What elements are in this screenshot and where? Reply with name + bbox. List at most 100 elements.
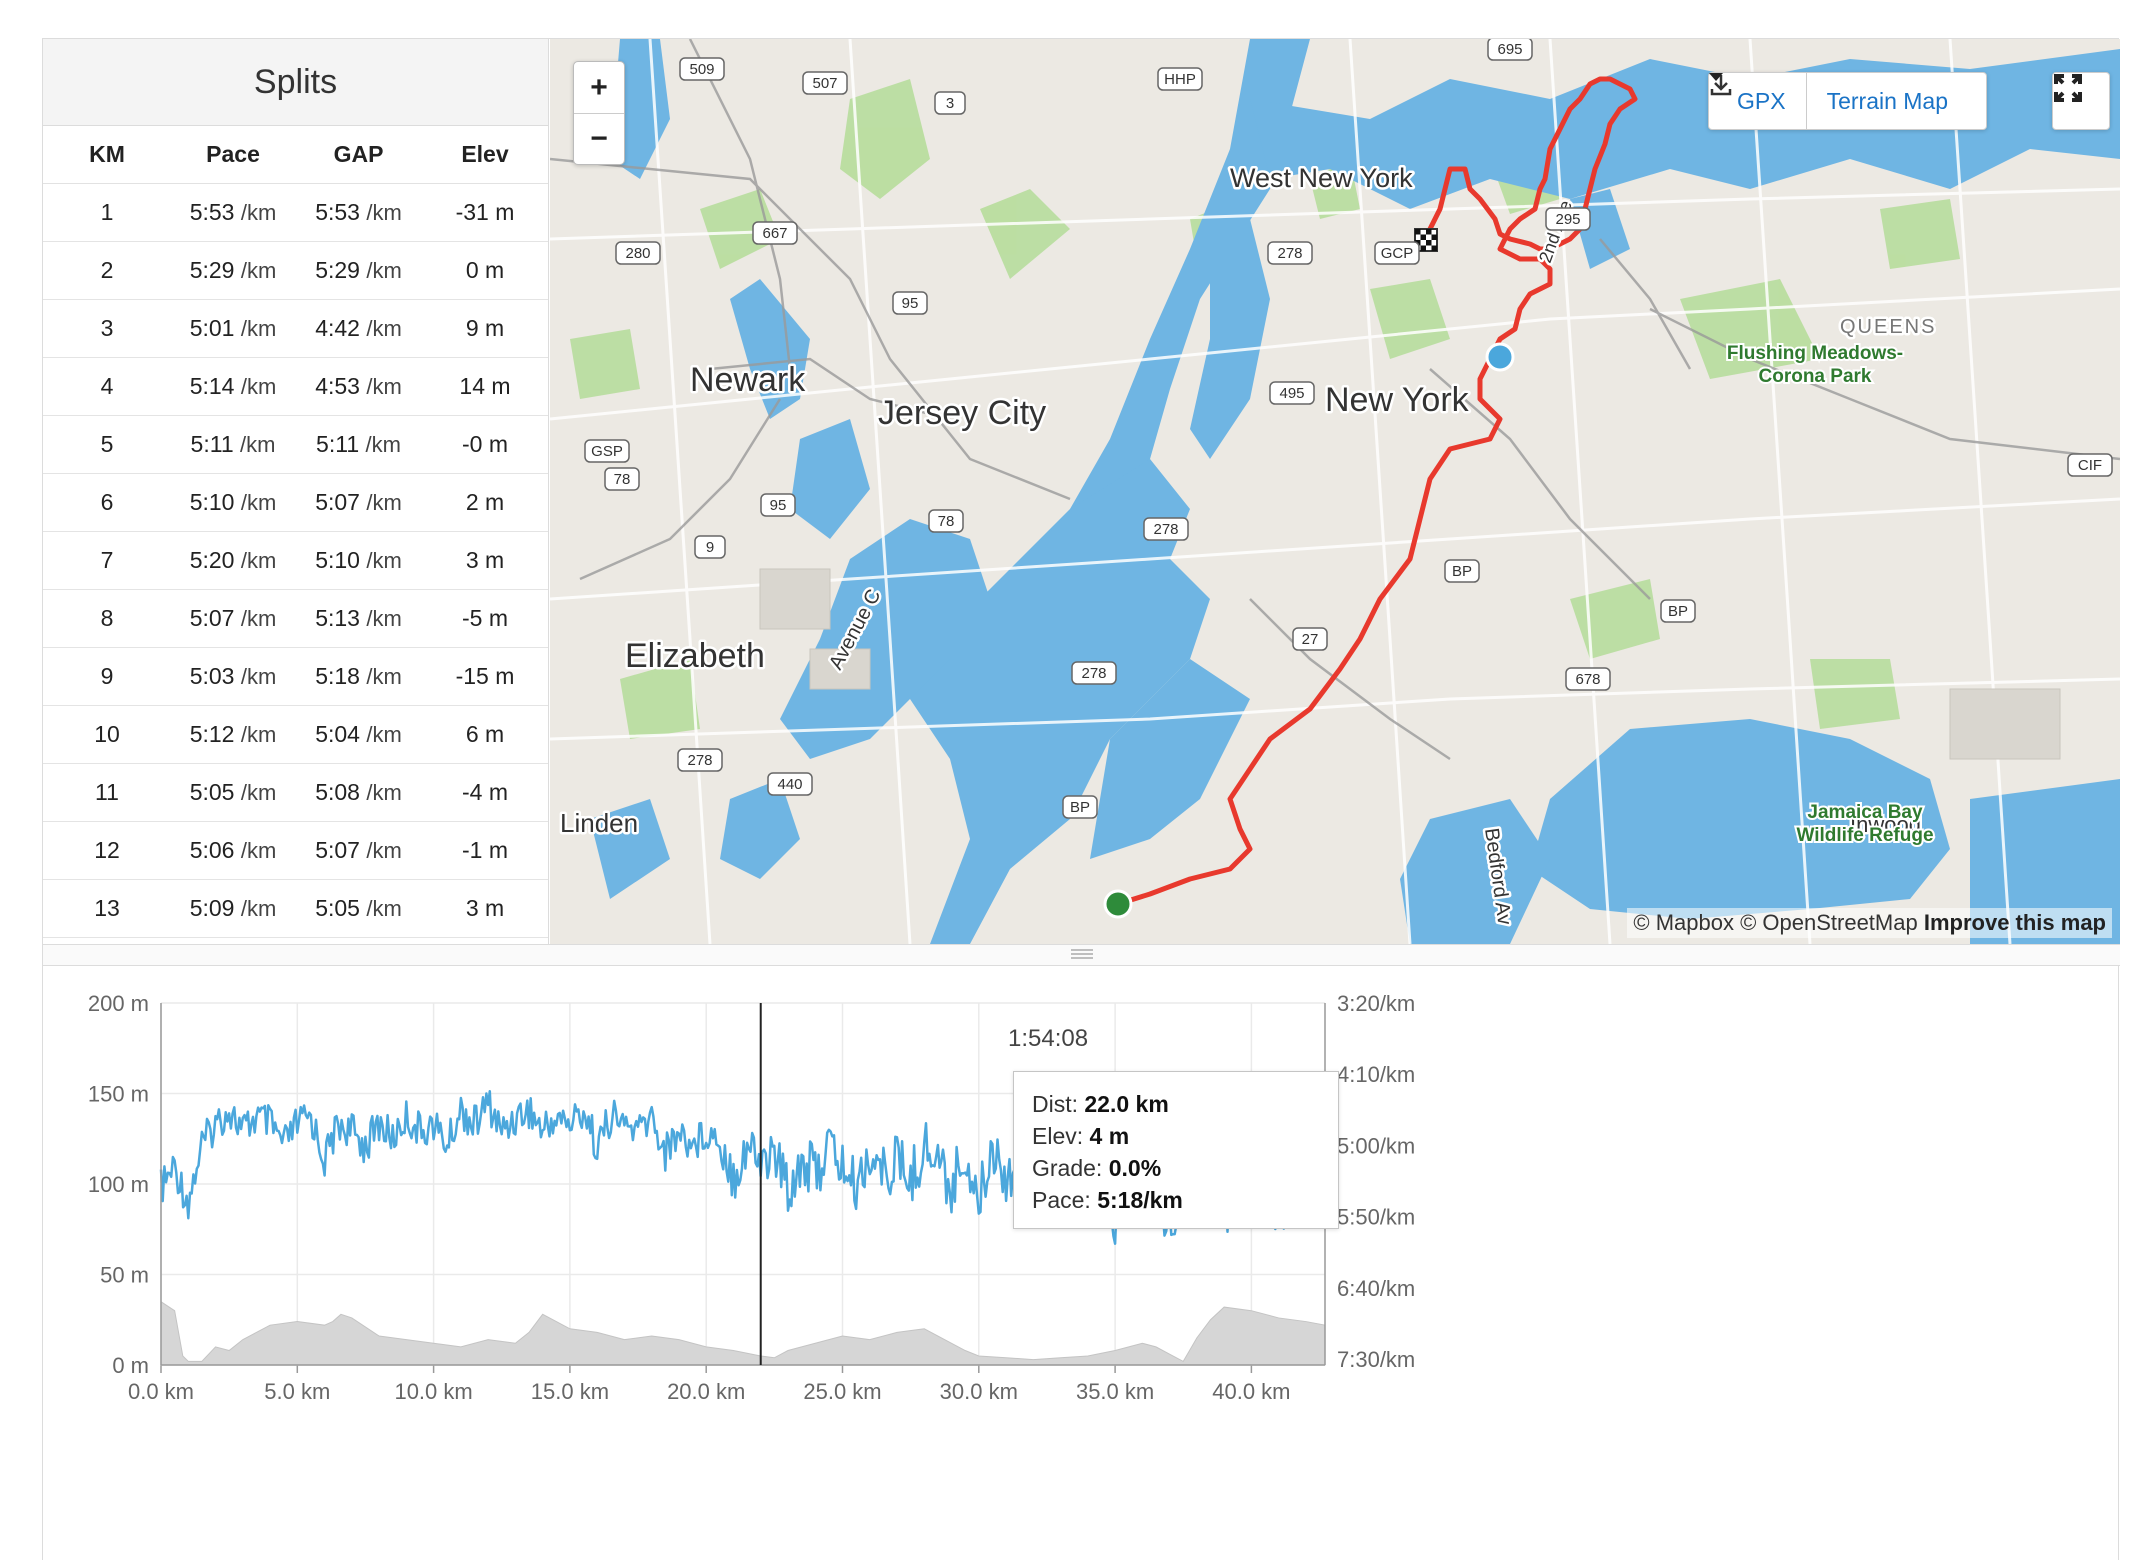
road-shield-icon [760, 493, 796, 517]
split-elev: 14 m [459, 373, 511, 399]
split-row[interactable]: 13 5:09 /km 5:05 /km 3 m [43, 880, 548, 938]
x-tick-label: 5.0 km [264, 1379, 330, 1404]
route-map[interactable]: West New York Newark Jersey City New Yor… [550, 39, 2120, 944]
resize-handle[interactable] [43, 944, 2120, 966]
y-left-tick-label: 50 m [100, 1263, 149, 1288]
road-shield-label: HHP [1164, 71, 1196, 88]
place-label: Linden [560, 808, 638, 838]
fullscreen-button[interactable] [2052, 72, 2110, 130]
split-gap: 5:18 /km [315, 663, 402, 689]
split-elev: -31 m [455, 199, 515, 225]
split-elev: -15 m [455, 663, 515, 689]
road-shield-icon [1157, 67, 1203, 91]
y-left-tick-label: 200 m [88, 991, 149, 1016]
place-label: Newark [690, 361, 806, 399]
split-pace: 5:12 /km [189, 721, 277, 747]
elevation-area [160, 1300, 1326, 1366]
x-tick-label: 35.0 km [1076, 1379, 1154, 1404]
x-tick-label: 10.0 km [394, 1379, 472, 1404]
road-shield-icon [677, 748, 723, 772]
col-header-elev: Elev [461, 141, 509, 167]
split-row[interactable]: 11 5:05 /km 5:08 /km -4 m [43, 764, 548, 822]
split-row[interactable]: 3 5:01 /km 4:42 /km 9 m [43, 300, 548, 358]
road-shield-icon [1487, 39, 1533, 61]
split-km: 4 [100, 373, 114, 399]
split-row[interactable]: 6 5:10 /km 5:07 /km 2 m [43, 474, 548, 532]
start-marker[interactable] [1103, 889, 1133, 919]
road-shield-icon [694, 535, 726, 559]
chart-canvas[interactable]: 0.0 km 5.0 km 10.0 km 15.0 km 20.0 km 25.0 km… [43, 967, 2120, 1560]
split-km: 13 [94, 895, 120, 921]
split-elev: -4 m [462, 779, 508, 805]
road-shield-label: 278 [687, 752, 712, 769]
road-shield-label: 278 [1153, 521, 1178, 538]
split-gap: 5:05 /km [315, 895, 402, 921]
split-km: 2 [100, 257, 114, 283]
current-position-marker [1485, 342, 1515, 372]
split-elev: 6 m [465, 721, 505, 747]
zoom-controls: + − [573, 61, 625, 165]
road-shield-icon [1545, 207, 1591, 231]
road-shield-label: CIF [2078, 457, 2102, 474]
road-shield-icon [1660, 599, 1696, 623]
road-shield-icon [2067, 453, 2113, 477]
split-row[interactable]: 12 5:06 /km 5:07 /km -1 m [43, 822, 548, 880]
split-row[interactable]: 9 5:03 /km 5:18 /km -15 m [43, 648, 548, 706]
map-canvas[interactable]: West New York Newark Jersey City New Yor… [550, 39, 2120, 944]
y-left-tick-label: 0 m [112, 1353, 149, 1378]
split-row[interactable]: 1 5:53 /km 5:53 /km -31 m [43, 184, 548, 242]
split-pace: 5:03 /km [189, 663, 277, 689]
split-row[interactable]: 2 5:29 /km 5:29 /km 0 m [43, 242, 548, 300]
split-pace: 5:10 /km [189, 489, 277, 515]
road-shield-label: 695 [1497, 41, 1522, 58]
activity-panel: Splits KM Pace GAP Elev 1 5:53 /km 5:53 /k… [42, 38, 2120, 1560]
place-label: West New York [1230, 163, 1413, 193]
elevation-pace-chart[interactable]: 0.0 km 5.0 km 10.0 km 15.0 km 20.0 km 25.0 km… [43, 967, 2120, 1560]
improve-map-link[interactable]: Improve this map [1923, 910, 2106, 935]
y-left-tick-label: 100 m [88, 1172, 149, 1197]
splits-table-body: 1 5:53 /km 5:53 /km -31 m 2 5:29 /km 5:29 /km 0… [43, 184, 548, 938]
chart-tooltip: Dist: 22.0 km Elev: 4 m Grade: 0.0% Pace… [1013, 1071, 1339, 1229]
split-row[interactable]: 5 5:11 /km 5:11 /km -0 m [43, 416, 548, 474]
splits-title: Splits [43, 39, 548, 126]
split-row[interactable]: 4 5:14 /km 4:53 /km 14 m [43, 358, 548, 416]
split-pace: 5:53 /km [189, 199, 277, 225]
x-tick-label: 20.0 km [667, 1379, 745, 1404]
split-elev: -0 m [462, 431, 508, 457]
map-type-dropdown[interactable]: Terrain Map [1709, 73, 1986, 129]
split-km: 9 [100, 663, 114, 689]
gpx-download-button[interactable]: GPX [1709, 73, 1806, 129]
place-label: Jamaica Bay [1807, 802, 1923, 823]
split-gap: 5:11 /km [316, 431, 401, 457]
split-row[interactable]: 8 5:07 /km 5:13 /km -5 m [43, 590, 548, 648]
split-gap: 5:04 /km [315, 721, 402, 747]
gpx-label: GPX [1737, 87, 1786, 114]
split-elev: 0 m [465, 257, 505, 283]
road-shield-icon [679, 57, 725, 81]
col-header-gap: GAP [333, 141, 384, 167]
road-shield-label: 278 [1081, 665, 1106, 682]
road-shield-label: 95 [902, 295, 919, 312]
split-gap: 5:13 /km [315, 605, 402, 631]
place-label: Flushing Meadows- [1727, 343, 1903, 364]
split-row[interactable]: 7 5:20 /km 5:10 /km 3 m [43, 532, 548, 590]
splits-column-headers: KM Pace GAP Elev [43, 126, 548, 184]
zoom-out-button[interactable]: − [574, 113, 624, 164]
split-gap: 5:08 /km [315, 779, 402, 805]
place-label: Wildlife Refuge [1796, 825, 1933, 846]
x-tick-label: 25.0 km [803, 1379, 881, 1404]
split-gap: 5:53 /km [315, 199, 402, 225]
attribution-text: © Mapbox © OpenStreetMap [1633, 910, 1918, 935]
split-km: 11 [95, 779, 119, 805]
split-row[interactable]: 10 5:12 /km 5:04 /km 6 m [43, 706, 548, 764]
road-shield-icon [892, 291, 928, 315]
zoom-in-button[interactable]: + [590, 70, 608, 104]
splits-panel: Splits KM Pace GAP Elev 1 5:53 /km 5:53 /k… [43, 39, 549, 944]
split-pace: 5:29 /km [189, 257, 277, 283]
x-tick-label: 15.0 km [531, 1379, 609, 1404]
road-shield-label: 9 [706, 539, 714, 556]
road-shield-label: 280 [625, 245, 650, 262]
road-shield-icon [1374, 241, 1420, 265]
tooltip-pace: Pace: 5:18/km [1032, 1187, 1183, 1213]
road-shield-icon [934, 91, 966, 115]
